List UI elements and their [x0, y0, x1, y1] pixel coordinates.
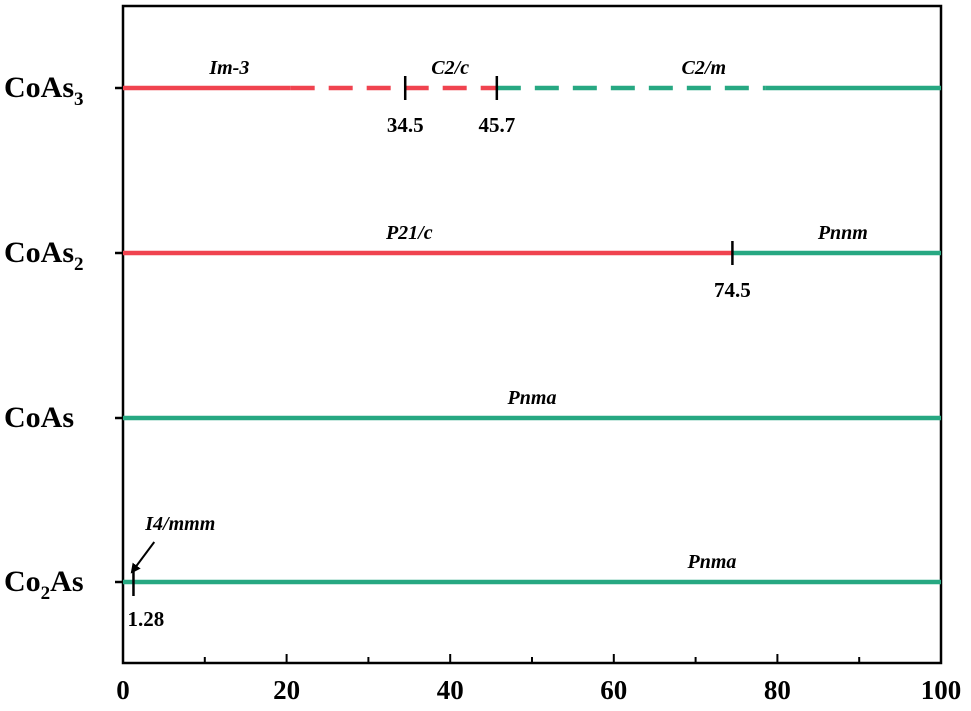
- phase-row: CoAs Pnma: [4, 387, 941, 434]
- phase-label: I4/mmm: [144, 513, 215, 535]
- phase-row: CoAs2 74.5 P21/c Pnnm: [4, 222, 941, 302]
- phase-label: C2/m: [682, 57, 726, 79]
- phase-label: P21/c: [385, 222, 433, 244]
- transition-label: 45.7: [478, 113, 515, 137]
- x-tick-label: 40: [437, 675, 464, 705]
- compound-label: CoAs: [4, 401, 74, 434]
- x-tick-label: 100: [921, 675, 962, 705]
- x-tick-label: 20: [273, 675, 300, 705]
- compound-label: CoAs3: [4, 71, 84, 110]
- compound-subscript: 2: [74, 254, 84, 275]
- phase-row: CoAs3 34.5 45.7 Im-3 C2/c C2/m: [4, 57, 941, 137]
- x-tick-label: 0: [116, 675, 130, 705]
- phase-label: Pnma: [687, 551, 737, 573]
- transition-label: 74.5: [714, 278, 751, 302]
- plot-border: [121, 4, 943, 665]
- compound-subscript: 2: [41, 583, 51, 604]
- compound-text: CoAs: [4, 236, 74, 269]
- phase-row: Co2As 1.28 I4/mmm Pnma: [4, 513, 941, 631]
- compound-label: CoAs2: [4, 236, 84, 275]
- compound-text: CoAs: [4, 71, 74, 104]
- transition-label: 1.28: [127, 607, 164, 631]
- compound-label: Co2As: [4, 565, 84, 604]
- phase-label: Pnma: [507, 387, 557, 409]
- phase-label: Im-3: [208, 57, 249, 79]
- phase-label: C2/c: [431, 57, 469, 79]
- transition-label: 34.5: [387, 113, 424, 137]
- compound-text: As: [50, 565, 83, 598]
- compound-subscript: 3: [74, 89, 84, 110]
- x-tick-label: 80: [764, 675, 791, 705]
- x-axis: 0 20 40 60 80 100: [116, 654, 961, 705]
- plot-frame: [121, 4, 943, 665]
- x-tick-label: 60: [600, 675, 627, 705]
- phase-label: Pnnm: [817, 222, 868, 244]
- compound-text: CoAs: [4, 401, 74, 434]
- phase-arrow: [130, 541, 156, 574]
- compound-text: Co: [4, 565, 41, 598]
